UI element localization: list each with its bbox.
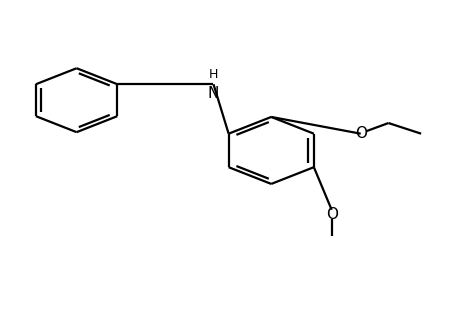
Text: O: O xyxy=(326,207,337,222)
Text: N: N xyxy=(208,86,219,101)
Text: O: O xyxy=(355,126,367,141)
Text: H: H xyxy=(209,68,218,81)
